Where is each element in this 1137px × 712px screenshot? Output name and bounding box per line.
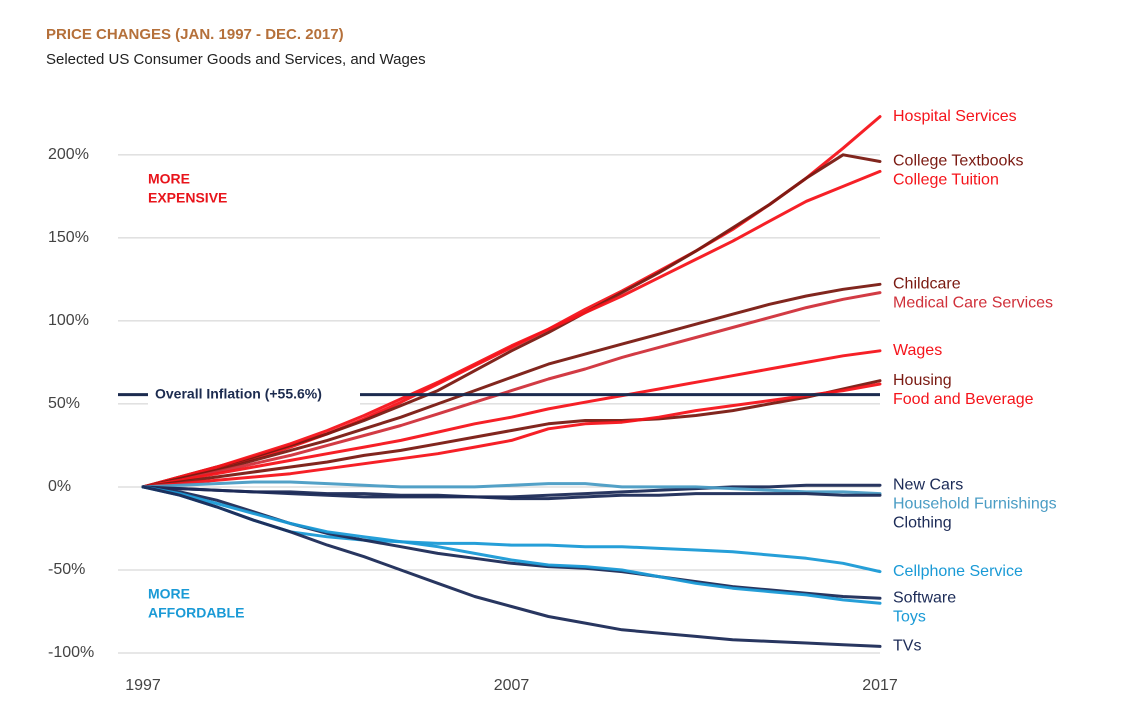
y-tick-label: 200% <box>48 146 89 163</box>
series-line <box>141 379 882 489</box>
legend-label: Food and Beverage <box>893 391 1034 408</box>
legend-label: Housing <box>893 372 952 389</box>
series-line <box>141 485 882 501</box>
x-tick-label: 2017 <box>862 677 898 694</box>
legend-label: Toys <box>893 608 926 625</box>
y-tick-label: 50% <box>48 395 80 412</box>
chart-title: PRICE CHANGES (JAN. 1997 - DEC. 2017) <box>46 26 344 43</box>
y-tick-label: 100% <box>48 312 89 329</box>
legend-label: College Textbooks <box>893 153 1023 170</box>
series-line <box>141 291 882 489</box>
legend-label: Software <box>893 589 956 606</box>
series-line <box>141 153 882 489</box>
annotation: EXPENSIVE <box>148 189 227 205</box>
legend-label: Hospital Services <box>893 108 1017 125</box>
annotation: MORE <box>148 586 190 602</box>
y-tick-label: 0% <box>48 478 71 495</box>
legend-label: Wages <box>893 342 942 359</box>
legend-label: Medical Care Services <box>893 295 1053 312</box>
legend-label: Clothing <box>893 514 952 531</box>
legend-label: TVs <box>893 638 921 655</box>
legend-label: College Tuition <box>893 172 999 189</box>
series-line <box>141 485 882 600</box>
series-line <box>141 480 882 496</box>
series-line <box>141 485 882 648</box>
series-line <box>141 485 882 605</box>
chart-subtitle: Selected US Consumer Goods and Services,… <box>46 51 426 68</box>
annotation: MORE <box>148 170 190 186</box>
y-tick-label: 150% <box>48 229 89 246</box>
reference-label-bg <box>148 383 360 406</box>
y-tick-label: -100% <box>48 644 94 661</box>
annotation: AFFORDABLE <box>148 605 244 621</box>
legend-label: New Cars <box>893 476 963 493</box>
x-tick-label: 1997 <box>125 677 161 694</box>
series-line <box>141 282 882 489</box>
x-tick-label: 2007 <box>494 677 530 694</box>
y-tick-label: -50% <box>48 561 85 578</box>
reference-label: Overall Inflation (+55.6%) <box>155 385 322 401</box>
legend-label: Cellphone Service <box>893 563 1023 580</box>
series-line <box>141 349 882 489</box>
legend-label: Household Furnishings <box>893 495 1057 512</box>
legend-label: Childcare <box>893 276 961 293</box>
series-line <box>141 169 882 489</box>
series-line <box>141 382 882 489</box>
